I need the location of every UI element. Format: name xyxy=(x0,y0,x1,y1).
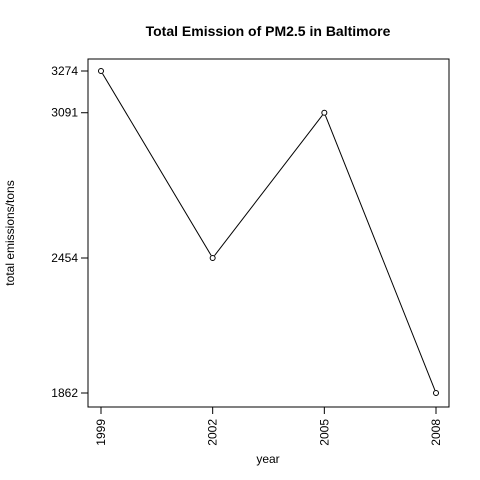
x-tick-label: 2008 xyxy=(429,419,443,446)
plot-frame xyxy=(87,58,450,408)
data-point xyxy=(321,109,328,116)
series-segment xyxy=(324,115,436,391)
y-tick-label: 1862 xyxy=(51,386,78,400)
data-point xyxy=(98,68,104,74)
data-point xyxy=(433,390,439,396)
y-tick-label: 3274 xyxy=(51,64,78,78)
y-tick-label: 2454 xyxy=(51,251,78,265)
x-tick-label: 2005 xyxy=(317,419,331,446)
x-axis: 1999 2002 2005 2008 xyxy=(94,407,443,446)
series-segment xyxy=(102,73,212,256)
y-axis: 1862 2454 3091 3274 xyxy=(51,64,88,400)
x-tick-label: 2002 xyxy=(206,419,220,446)
series-segment xyxy=(214,114,323,256)
chart-title: Total Emission of PM2.5 in Baltimore xyxy=(146,23,391,39)
data-point xyxy=(209,254,216,261)
x-axis-label: year xyxy=(256,452,279,466)
y-tick-label: 3091 xyxy=(51,106,78,120)
x-tick-label: 1999 xyxy=(94,419,108,446)
series-line-group xyxy=(98,68,439,396)
y-axis-label: total emissions/tons xyxy=(3,180,17,285)
